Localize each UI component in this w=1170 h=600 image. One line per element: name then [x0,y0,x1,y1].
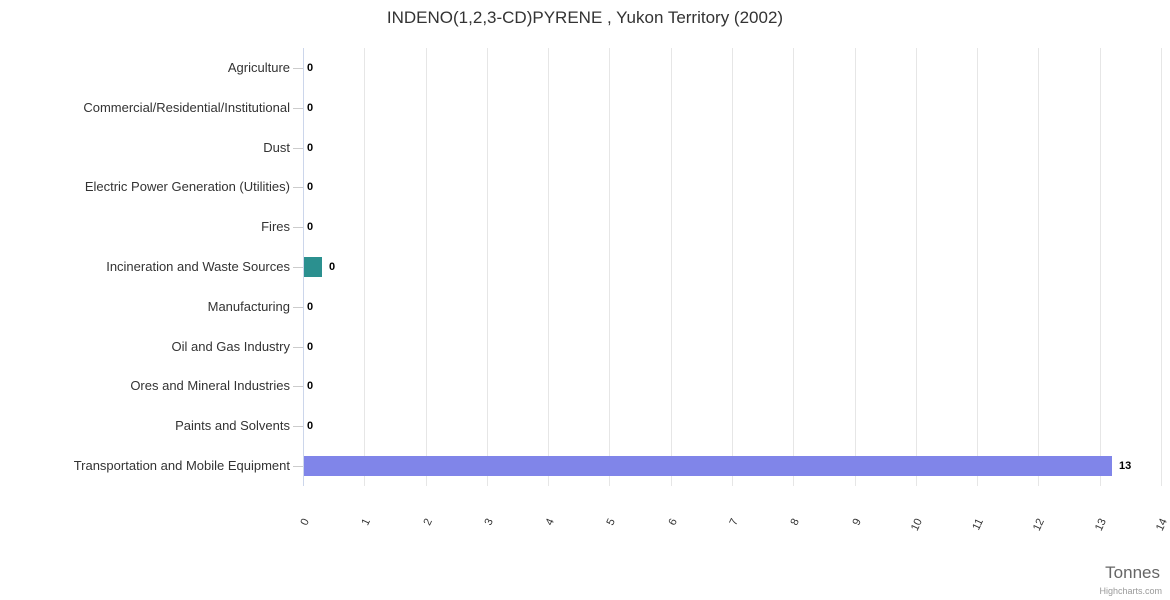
chart-title: INDENO(1,2,3-CD)PYRENE , Yukon Territory… [386,8,784,27]
category-tick-mark [293,347,303,348]
category-tick-mark [293,148,303,149]
category-label: Incineration and Waste Sources [106,259,290,274]
highcharts-credits[interactable]: Highcharts.com [1099,586,1162,596]
category-tick-mark [293,267,303,268]
gridline [364,48,365,486]
x-axis-tick-label: 2 [421,516,435,528]
category-tick-mark [293,466,303,467]
x-axis-tick-label: 4 [543,516,557,528]
gridline [426,48,427,486]
data-label: 0 [307,181,314,193]
data-label: 0 [307,142,314,154]
data-label: 0 [307,301,314,313]
data-label: 0 [307,102,314,114]
x-axis-tick-label: 7 [727,516,741,528]
data-label: 0 [307,221,314,233]
bar-incineration[interactable] [304,257,322,277]
gridline [916,48,917,486]
data-label: 0 [307,380,314,392]
x-axis-tick-label: 6 [666,516,680,528]
x-axis-tick-label: 5 [604,516,618,528]
data-label: 0 [307,62,314,74]
gridline [855,48,856,486]
category-label: Oil and Gas Industry [171,339,291,354]
category-label: Agriculture [227,60,290,75]
gridline [548,48,549,486]
category-tick-mark [293,68,303,69]
data-label: 13 [1119,460,1132,472]
x-axis-tick-label: 14 [1153,516,1170,533]
x-axis-tick-label: 13 [1092,516,1109,533]
bar-transportation[interactable] [304,456,1112,476]
y-axis-line [303,48,304,486]
x-axis-title: Tonnes [1105,563,1160,582]
gridline [609,48,610,486]
category-label: Manufacturing [207,299,290,314]
gridline [1161,48,1162,486]
gridline [1100,48,1101,486]
gridline [671,48,672,486]
category-label: Electric Power Generation (Utilities) [84,179,290,194]
category-tick-mark [293,108,303,109]
x-axis-tick-label: 9 [850,516,864,528]
x-axis-tick-label: 12 [1030,516,1047,533]
x-axis-tick-label: 1 [359,516,373,528]
category-tick-mark [293,386,303,387]
category-label: Ores and Mineral Industries [130,378,290,393]
x-axis-tick-label: 8 [788,516,802,528]
category-label: Commercial/Residential/Institutional [83,100,290,115]
gridline [732,48,733,486]
category-label: Paints and Solvents [175,418,290,433]
data-label: 0 [329,261,336,273]
category-tick-mark [293,426,303,427]
category-label: Fires [261,219,290,234]
category-tick-mark [293,307,303,308]
gridline [1038,48,1039,486]
category-tick-mark [293,227,303,228]
x-axis-tick-label: 3 [482,516,496,528]
category-label: Dust [263,140,290,155]
gridline [793,48,794,486]
data-label: 0 [307,420,314,432]
category-tick-mark [293,187,303,188]
data-label: 0 [307,341,314,353]
x-axis-tick-label: 0 [298,516,312,528]
gridline [487,48,488,486]
x-axis-tick-label: 10 [908,516,925,533]
category-label: Transportation and Mobile Equipment [73,458,290,473]
x-axis-tick-label: 11 [970,516,986,533]
gridline [977,48,978,486]
